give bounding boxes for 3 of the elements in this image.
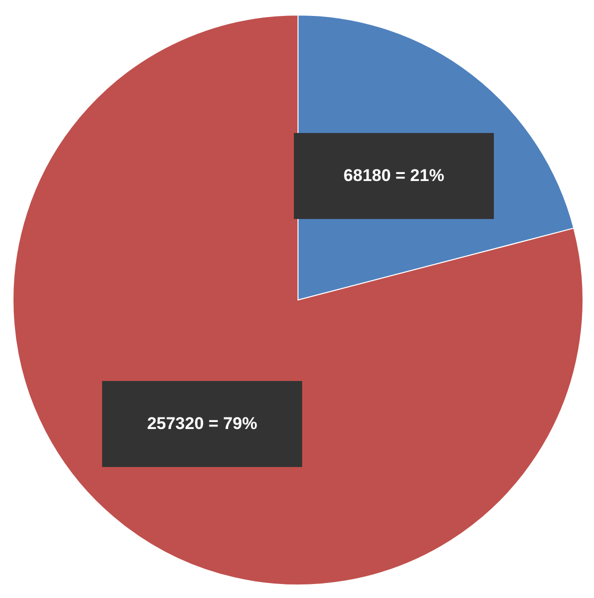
data-label: 68180 = 21% bbox=[344, 166, 444, 185]
data-label: 257320 = 79% bbox=[147, 414, 258, 434]
pie-slice bbox=[12, 14, 584, 586]
